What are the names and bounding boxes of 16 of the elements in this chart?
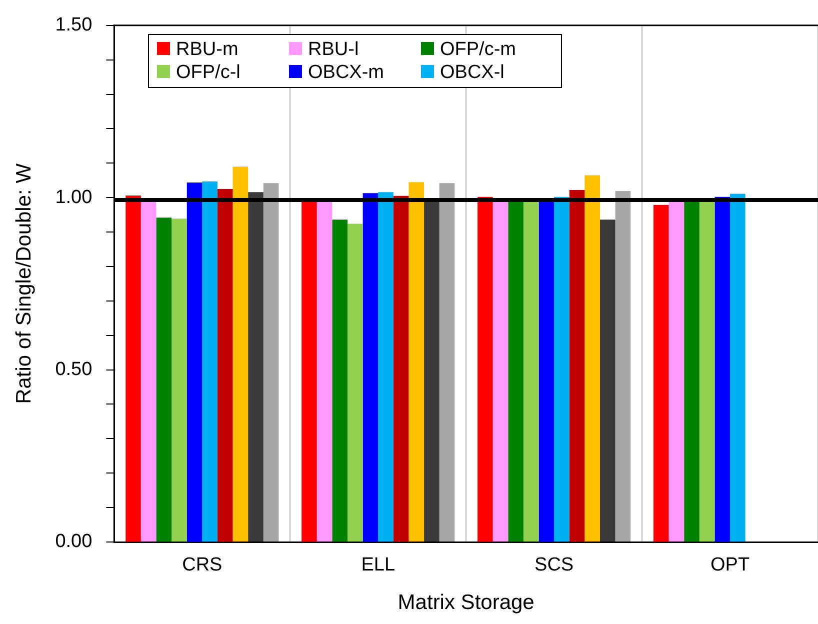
x-axis-title: Matrix Storage — [398, 591, 534, 614]
y-axis-title: Ratio of Single/Double: W — [12, 163, 36, 404]
x-tick-label: SCS — [534, 554, 574, 576]
legend-label: RBU-l — [307, 38, 360, 61]
legend-label: OFP/c-m — [439, 38, 517, 61]
y-tick-label: 0.00 — [55, 531, 92, 552]
x-tick-label: OPT — [710, 554, 750, 576]
x-tick-label: CRS — [182, 554, 222, 576]
y-tick-label: 0.50 — [55, 359, 92, 380]
y-tick-label: 1.50 — [55, 14, 92, 36]
x-tick-label: ELL — [361, 554, 396, 576]
legend-label: OBCX-l — [439, 61, 506, 84]
legend-label: RBU-m — [175, 38, 240, 61]
y-tick-label: 1.00 — [55, 186, 92, 208]
legend-label: OBCX-m — [307, 61, 385, 84]
legend-label: OFP/c-l — [175, 61, 242, 84]
